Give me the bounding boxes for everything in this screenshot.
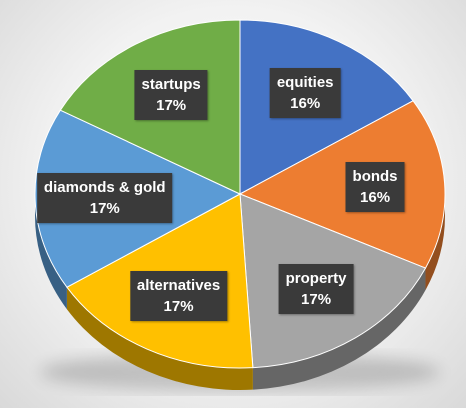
data-label-equities: equities 16% [269,68,341,119]
data-label-alternatives: alternatives 17% [129,271,228,322]
data-label-percent: 17% [89,199,120,217]
data-label-percent: 17% [163,298,194,316]
data-label-category: alternatives [136,277,221,295]
slice-side-alternatives [66,287,253,390]
data-label-category: property [285,269,347,287]
data-label-category: bonds [352,167,398,185]
data-label-bonds: bonds 16% [345,161,405,212]
data-label-startups: startups 17% [134,70,208,121]
data-label-percent: 17% [156,97,187,115]
slice-side-bonds [425,194,445,291]
data-label-diamonds-gold: diamonds & gold 17% [36,172,173,223]
data-label-category: startups [141,76,201,94]
data-label-percent: 17% [301,290,332,308]
data-label-percent: 16% [290,95,321,113]
slice-side-property [252,268,426,390]
data-label-category: equities [276,74,334,92]
slice-side-diamonds-gold [35,194,67,310]
data-label-property: property 17% [278,263,354,314]
data-label-percent: 16% [360,188,391,206]
slice-bonds [238,100,446,269]
data-label-category: diamonds & gold [43,178,166,196]
